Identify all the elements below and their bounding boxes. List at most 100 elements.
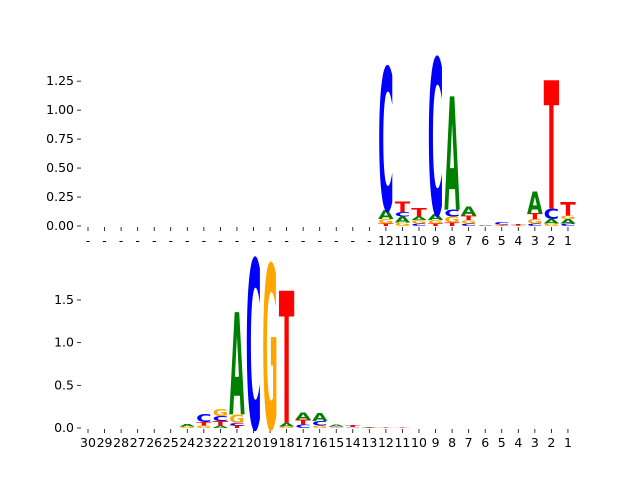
logo-letter-a: A	[279, 422, 296, 427]
x-tick-label: 12	[378, 435, 394, 450]
logo-letter-t: T	[461, 214, 477, 221]
x-tick-label: 4	[514, 233, 522, 248]
x-tick-label: -	[152, 233, 157, 248]
top-logo-panel: 0.000.250.500.751.001.25- - - - - - - - - - - - - - - -…	[46, 16, 576, 265]
logo-letter-t: T	[279, 256, 294, 466]
x-tick-label: 2	[547, 435, 555, 450]
logo-letter-a: A	[213, 425, 230, 429]
logo-letter-t: T	[213, 420, 229, 427]
logo-letter-a: A	[544, 218, 560, 226]
logo-letter-g: G	[395, 222, 410, 228]
logo-letter-c: C	[312, 420, 328, 427]
x-tick-label: 21	[229, 435, 245, 450]
logo-letter-a: A	[527, 186, 543, 221]
x-tick-label: 8	[448, 233, 456, 248]
x-tick-label: -	[86, 233, 91, 248]
x-tick-label: 29	[97, 435, 113, 450]
x-tick-label: 12	[378, 233, 394, 248]
logo-letter-c: C	[461, 223, 476, 227]
logo-letter-g: G	[527, 218, 542, 225]
logo-letter-a: A	[295, 411, 310, 422]
x-tick-label: 25	[163, 435, 179, 450]
x-tick-label: -	[235, 233, 240, 248]
logo-letter-g: G	[213, 407, 228, 418]
x-tick-label: -	[334, 233, 339, 248]
x-tick-label: 14	[345, 435, 361, 450]
logo-letter-c: C	[378, 28, 393, 256]
x-tick-label: 11	[394, 435, 410, 450]
logo-letter-t: T	[329, 426, 345, 427]
x-tick-label: 5	[498, 435, 506, 450]
x-tick-label: 15	[328, 435, 344, 450]
logo-letter-t: T	[378, 427, 394, 428]
x-tick-label: -	[284, 233, 289, 248]
x-tick-label: 27	[130, 435, 146, 450]
logo-letter-a: A	[395, 215, 411, 224]
x-tick-label: 16	[312, 435, 328, 450]
y-tick-label: 1.0	[54, 335, 74, 350]
x-tick-label: -	[185, 233, 190, 248]
x-tick-label: -	[317, 233, 322, 248]
logo-letter-a: A	[444, 67, 460, 248]
logo-letter-c: C	[395, 211, 410, 218]
logo-letter-g: G	[378, 218, 393, 225]
y-tick-label: 0.25	[46, 189, 74, 204]
y-tick-label: 1.00	[46, 102, 74, 117]
logo-letter-c: C	[428, 16, 444, 265]
logo-letter-a: A	[180, 423, 197, 427]
logo-letter-t: T	[295, 418, 311, 426]
logo-letter-a: A	[362, 428, 378, 429]
x-tick-label: 28	[113, 435, 129, 450]
x-tick-label: -	[251, 233, 256, 248]
y-tick-label: 0.00	[46, 218, 74, 233]
x-tick-label: -	[119, 233, 124, 248]
x-tick-label: 26	[146, 435, 162, 450]
logo-letter-a: A	[229, 284, 245, 448]
logo-letter-t: T	[229, 425, 245, 429]
x-tick-label: 1	[564, 233, 572, 248]
logo-letter-g: G	[494, 224, 509, 226]
bottom-logo-panel: 0.00.51.01.530 29 28 27 26 25 24 23 22 21 20 19 18 17…	[54, 213, 572, 480]
logo-letter-c: C	[494, 221, 509, 225]
x-tick-label: -	[367, 233, 372, 248]
logo-letter-c: C	[527, 223, 542, 227]
logo-letter-t: T	[428, 223, 444, 227]
logo-letter-g: G	[461, 220, 476, 226]
logo-letter-g: G	[229, 412, 244, 426]
logo-letter-c: C	[295, 424, 310, 430]
x-tick-label: 19	[262, 435, 278, 450]
logo-letter-t: T	[378, 223, 394, 227]
x-tick-label: 22	[212, 435, 228, 450]
logo-letter-c: C	[544, 206, 560, 223]
logo-letter-c: C	[329, 427, 344, 428]
x-tick-label: 5	[498, 233, 506, 248]
x-tick-label: -	[135, 233, 140, 248]
logo-letter-g: G	[477, 225, 492, 226]
logo-letter-a: A	[378, 207, 394, 222]
y-tick-label: 0.0	[54, 420, 74, 435]
x-tick-label: -	[218, 233, 223, 248]
x-tick-label: 1	[564, 435, 572, 450]
x-tick-label: -	[202, 233, 207, 248]
x-tick-label: 2	[547, 233, 555, 248]
logo-letter-a: A	[461, 203, 477, 218]
x-tick-label: 6	[481, 435, 489, 450]
x-tick-label: 20	[246, 435, 262, 450]
x-tick-label: 9	[432, 233, 440, 248]
logo-letter-t: T	[395, 427, 411, 428]
logo-letter-t: T	[527, 212, 543, 221]
x-tick-label: 10	[411, 435, 427, 450]
x-tick-label: -	[351, 233, 356, 248]
y-tick-label: 0.75	[46, 131, 74, 146]
x-tick-label: 9	[432, 435, 440, 450]
logo-letter-a: A	[428, 213, 444, 222]
logo-letter-c: C	[213, 414, 228, 422]
logo-letter-c: C	[345, 427, 360, 428]
x-tick-label: 30	[80, 435, 96, 450]
logo-letter-c: C	[477, 225, 493, 226]
logo-letter-t: T	[560, 198, 576, 220]
logo-letter-t: T	[444, 222, 461, 228]
logo-letter-c: C	[229, 422, 244, 426]
x-tick-label: 6	[481, 233, 489, 248]
